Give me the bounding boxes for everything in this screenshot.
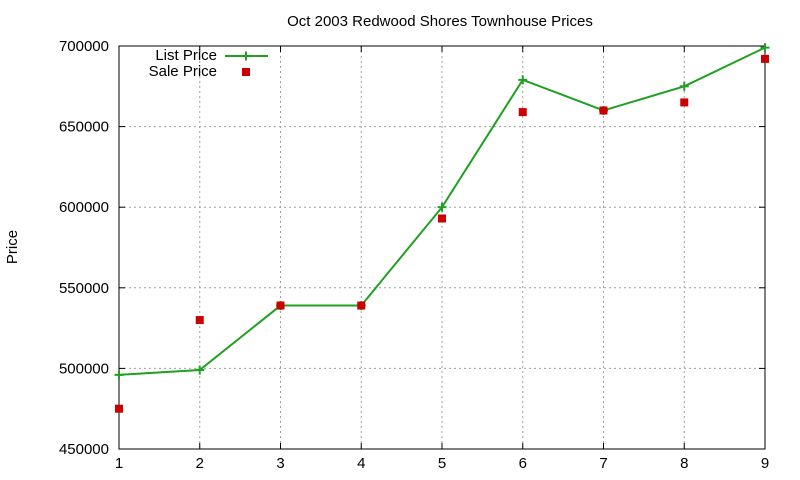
x-tick-label: 7 [599, 455, 607, 472]
data-point-sale-price [115, 404, 123, 413]
y-tick-label: 550000 [59, 280, 109, 297]
y-axis-label: Price [4, 230, 21, 264]
data-point-sale-price [761, 54, 769, 63]
data-point-sale-price [276, 301, 285, 310]
axis-ticks [118, 45, 766, 450]
y-tick-label: 450000 [59, 441, 109, 458]
series-list-price [114, 43, 770, 380]
legend-plus-marker [241, 51, 251, 61]
y-tick-label: 500000 [59, 360, 109, 377]
series-sale-price [115, 54, 769, 413]
y-tick-label: 600000 [59, 199, 109, 216]
legend-marker-sale-price [242, 68, 250, 76]
data-point-list-price [114, 370, 124, 380]
legend-label-sale-price: Sale Price [149, 63, 217, 80]
y-axis-tick-labels: 450000 500000 550000 600000 650000 700000 [59, 38, 109, 458]
legend-square-marker [242, 68, 250, 76]
legend: List Price Sale Price [149, 47, 268, 80]
data-point-list-price [679, 81, 689, 91]
data-point-sale-price [518, 108, 527, 117]
x-tick-label: 3 [276, 455, 284, 472]
y-tick-label: 700000 [59, 38, 109, 55]
chart-title: Oct 2003 Redwood Shores Townhouse Prices [287, 13, 593, 30]
legend-label-list-price: List Price [155, 47, 217, 64]
x-tick-label: 8 [680, 455, 688, 472]
data-point-sale-price [599, 106, 608, 115]
x-tick-label: 2 [196, 455, 204, 472]
data-point-list-price [195, 365, 205, 375]
data-point-sale-price [680, 98, 689, 107]
x-tick-label: 5 [438, 455, 446, 472]
data-point-sale-price [438, 214, 446, 223]
series-layer [114, 43, 770, 413]
legend-marker-list-price [241, 51, 251, 61]
x-tick-label: 4 [357, 455, 365, 472]
data-point-sale-price [357, 301, 366, 310]
x-tick-label: 6 [519, 455, 527, 472]
data-point-list-price [437, 202, 447, 212]
x-axis-tick-labels: 1 2 3 4 5 6 7 8 9 [115, 455, 769, 472]
grid-lines [119, 46, 765, 449]
y-tick-label: 650000 [59, 119, 109, 136]
x-tick-label: 1 [115, 455, 123, 472]
data-point-list-price [760, 43, 770, 53]
data-point-sale-price [195, 316, 204, 325]
x-tick-label: 9 [761, 455, 769, 472]
data-point-list-price [518, 75, 528, 85]
